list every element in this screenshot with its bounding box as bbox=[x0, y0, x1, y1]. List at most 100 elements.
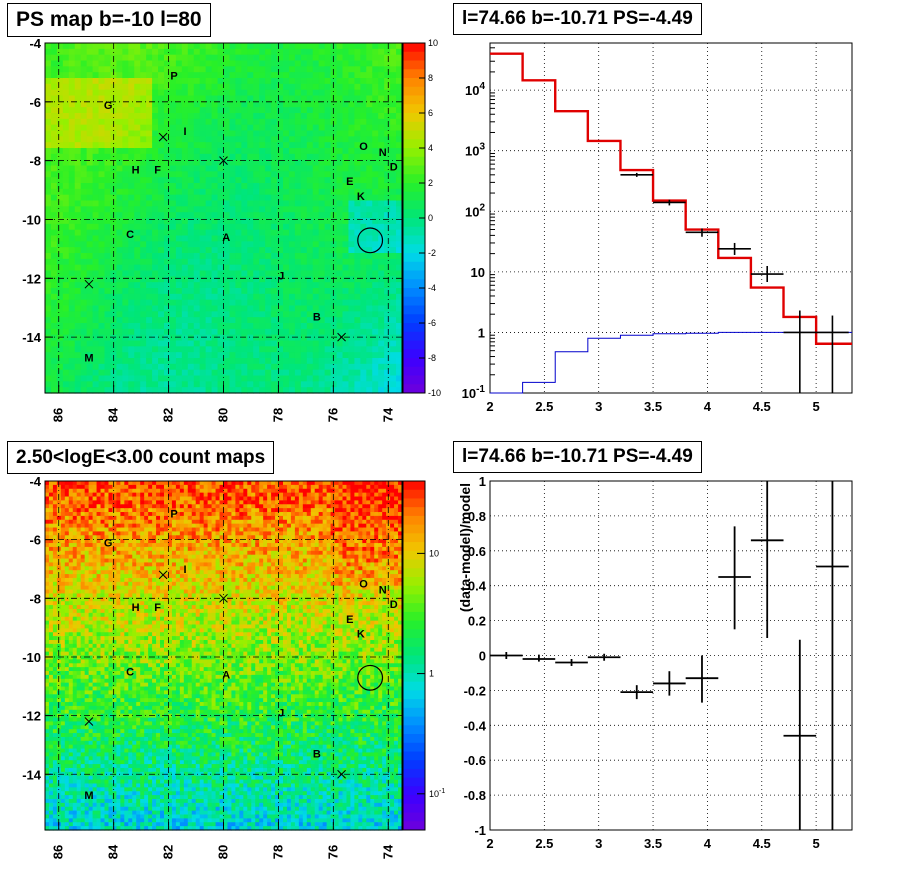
map-pixel bbox=[65, 818, 70, 822]
map-pixel bbox=[75, 247, 82, 253]
map-pixel bbox=[128, 90, 135, 96]
map-pixel bbox=[164, 381, 171, 387]
map-pixel bbox=[93, 352, 100, 358]
map-pixel bbox=[146, 212, 153, 218]
map-pixel bbox=[77, 795, 82, 799]
map-pixel bbox=[75, 212, 82, 218]
map-pixel bbox=[348, 148, 355, 154]
map-pixel bbox=[73, 566, 78, 570]
map-pixel bbox=[331, 276, 338, 282]
map-pixel bbox=[206, 236, 213, 242]
map-pixel bbox=[65, 787, 70, 791]
map-pixel bbox=[277, 376, 284, 382]
map-pixel bbox=[85, 497, 90, 501]
map-pixel bbox=[206, 61, 213, 67]
map-pixel bbox=[235, 206, 242, 212]
map-pixel bbox=[51, 84, 58, 90]
map-pixel bbox=[206, 78, 213, 84]
map-pixel bbox=[307, 224, 314, 230]
map-pixel bbox=[337, 101, 344, 107]
map-pixel bbox=[229, 101, 236, 107]
map-pixel bbox=[301, 195, 308, 201]
map-pixel bbox=[57, 605, 62, 609]
map-pixel bbox=[116, 49, 123, 55]
map-pixel bbox=[271, 364, 278, 370]
map-pixel bbox=[307, 329, 314, 335]
map-pixel bbox=[128, 358, 135, 364]
map-pixel bbox=[283, 96, 290, 102]
map-pixel bbox=[289, 288, 296, 294]
map-pixel bbox=[57, 590, 62, 594]
map-pixel bbox=[384, 329, 391, 335]
map-pixel bbox=[212, 107, 219, 113]
map-pixel bbox=[206, 195, 213, 201]
map-pixel bbox=[152, 247, 159, 253]
map-pixel bbox=[140, 294, 147, 300]
map-pixel bbox=[45, 574, 50, 578]
map-pixel bbox=[53, 733, 58, 737]
map-pixel bbox=[372, 101, 379, 107]
map-pixel bbox=[57, 218, 64, 224]
map-pixel bbox=[235, 224, 242, 230]
map-pixel bbox=[93, 807, 98, 811]
map-pixel bbox=[390, 253, 397, 259]
map-pixel bbox=[57, 741, 62, 745]
map-pixel bbox=[194, 148, 201, 154]
map-pixel bbox=[170, 358, 177, 364]
map-pixel bbox=[176, 171, 183, 177]
map-pixel bbox=[158, 148, 165, 154]
map-pixel bbox=[63, 218, 70, 224]
map-pixel bbox=[164, 276, 171, 282]
map-pixel bbox=[378, 259, 385, 265]
map-pixel bbox=[97, 593, 102, 597]
map-pixel bbox=[265, 335, 272, 341]
map-pixel bbox=[283, 61, 290, 67]
map-pixel bbox=[235, 183, 242, 189]
map-pixel bbox=[354, 346, 361, 352]
map-pixel bbox=[57, 370, 64, 376]
map-pixel bbox=[224, 300, 231, 306]
map-pixel bbox=[170, 346, 177, 352]
map-pixel bbox=[372, 84, 379, 90]
map-pixel bbox=[134, 119, 141, 125]
map-pixel bbox=[354, 276, 361, 282]
map-pixel bbox=[247, 236, 254, 242]
map-pixel bbox=[241, 131, 248, 137]
map-pixel bbox=[152, 72, 159, 78]
map-pixel bbox=[158, 201, 165, 207]
map-pixel bbox=[247, 224, 254, 230]
map-pixel bbox=[152, 265, 159, 271]
map-pixel bbox=[97, 780, 102, 784]
map-pixel bbox=[259, 381, 266, 387]
map-pixel bbox=[354, 381, 361, 387]
map-pixel bbox=[194, 142, 201, 148]
map-pixel bbox=[85, 687, 90, 691]
map-pixel bbox=[73, 508, 78, 512]
map-pixel bbox=[134, 101, 141, 107]
map-pixel bbox=[325, 311, 332, 317]
map-pixel bbox=[354, 253, 361, 259]
map-pixel bbox=[63, 329, 70, 335]
map-pixel bbox=[77, 706, 82, 710]
map-pixel bbox=[337, 376, 344, 382]
map-pixel bbox=[81, 224, 88, 230]
map-pixel bbox=[348, 376, 355, 382]
map-pixel bbox=[331, 341, 338, 347]
map-pixel bbox=[313, 288, 320, 294]
map-pixel bbox=[81, 107, 88, 113]
map-pixel bbox=[170, 265, 177, 271]
map-pixel bbox=[224, 119, 231, 125]
map-pixel bbox=[122, 195, 129, 201]
map-pixel bbox=[45, 780, 50, 784]
map-pixel bbox=[372, 341, 379, 347]
map-pixel bbox=[378, 376, 385, 382]
map-pixel bbox=[93, 119, 100, 125]
map-pixel bbox=[57, 663, 62, 667]
map-pixel bbox=[122, 212, 129, 218]
map-pixel bbox=[206, 323, 213, 329]
map-pixel bbox=[49, 512, 54, 516]
map-pixel bbox=[229, 346, 236, 352]
map-pixel bbox=[378, 177, 385, 183]
map-pixel bbox=[45, 218, 52, 224]
map-pixel bbox=[99, 61, 106, 67]
